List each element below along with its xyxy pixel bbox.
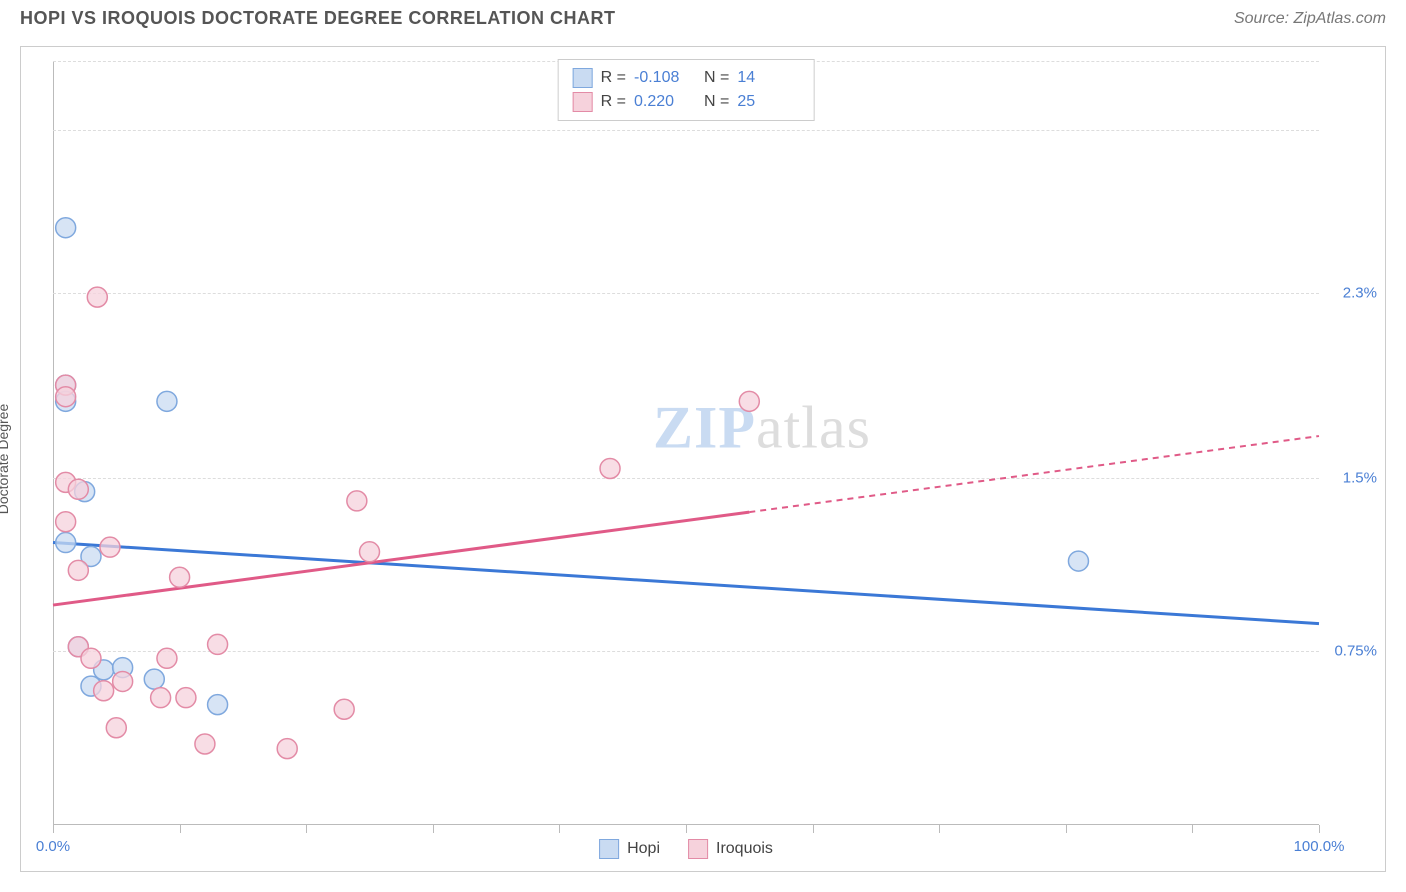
series-legend: Hopi Iroquois [599, 839, 773, 859]
hopi-point [1068, 551, 1088, 571]
correlation-legend: R = -0.108 N = 14 R = 0.220 N = 25 [558, 59, 815, 121]
hopi-point [208, 695, 228, 715]
iroquois-point [157, 648, 177, 668]
y-axis-label: Doctorate Degree [0, 404, 11, 515]
iroquois-point [68, 560, 88, 580]
hopi-trendline [53, 543, 1319, 624]
iroquois-point [87, 287, 107, 307]
iroquois-point [94, 681, 114, 701]
iroquois-point [81, 648, 101, 668]
legend-series-label: Iroquois [716, 840, 773, 858]
x-tick [813, 825, 814, 833]
legend-correlation-row: R = -0.108 N = 14 [573, 66, 800, 90]
iroquois-point [151, 688, 171, 708]
x-tick [686, 825, 687, 833]
x-tick [433, 825, 434, 833]
y-tick-label: 1.5% [1343, 469, 1377, 486]
x-tick [53, 825, 54, 833]
x-tick [1319, 825, 1320, 833]
legend-n-label: N = [704, 69, 729, 87]
legend-correlation-row: R = 0.220 N = 25 [573, 90, 800, 114]
x-tick [306, 825, 307, 833]
iroquois-point [334, 699, 354, 719]
hopi-point [56, 218, 76, 238]
y-tick-label: 2.3% [1343, 284, 1377, 301]
y-tick-label: 0.75% [1334, 643, 1377, 660]
hopi-point [56, 533, 76, 553]
hopi-point [144, 669, 164, 689]
x-tick [1192, 825, 1193, 833]
iroquois-point [170, 567, 190, 587]
iroquois-point [739, 391, 759, 411]
legend-swatch-icon [688, 839, 708, 859]
iroquois-trendline [53, 512, 749, 605]
x-tick-label: 0.0% [36, 838, 70, 855]
iroquois-point [195, 734, 215, 754]
x-tick [559, 825, 560, 833]
legend-series-label: Hopi [627, 840, 660, 858]
iroquois-point [68, 479, 88, 499]
legend-swatch-icon [573, 92, 593, 112]
iroquois-trendline-extrapolated [749, 436, 1319, 512]
legend-r-value: -0.108 [634, 69, 696, 87]
chart-frame: Doctorate Degree ZIPatlas R =-0.108N =14… [20, 46, 1386, 872]
legend-r-value: 0.220 [634, 93, 696, 111]
hopi-point [157, 391, 177, 411]
x-tick [939, 825, 940, 833]
legend-r-label: R = [601, 93, 626, 111]
iroquois-point [208, 634, 228, 654]
iroquois-point [106, 718, 126, 738]
legend-r-label: R = [601, 69, 626, 87]
legend-n-value: 14 [737, 69, 799, 87]
legend-n-value: 25 [737, 93, 799, 111]
x-tick-label: 100.0% [1294, 838, 1345, 855]
iroquois-point [56, 512, 76, 532]
legend-n-label: N = [704, 93, 729, 111]
iroquois-point [360, 542, 380, 562]
iroquois-point [277, 739, 297, 759]
x-tick [180, 825, 181, 833]
iroquois-point [56, 387, 76, 407]
legend-series-item: Hopi [599, 839, 660, 859]
iroquois-point [100, 537, 120, 557]
x-tick [1066, 825, 1067, 833]
iroquois-point [113, 671, 133, 691]
scatter-canvas [53, 61, 1319, 825]
iroquois-point [176, 688, 196, 708]
legend-swatch-icon [599, 839, 619, 859]
source-attribution: Source: ZipAtlas.com [1234, 10, 1386, 28]
chart-title: HOPI VS IROQUOIS DOCTORATE DEGREE CORREL… [20, 8, 616, 29]
iroquois-point [600, 458, 620, 478]
iroquois-point [347, 491, 367, 511]
legend-swatch-icon [573, 68, 593, 88]
legend-series-item: Iroquois [688, 839, 773, 859]
plot-area: ZIPatlas R =-0.108N =14R =0.220N =25 Hop… [53, 61, 1319, 825]
